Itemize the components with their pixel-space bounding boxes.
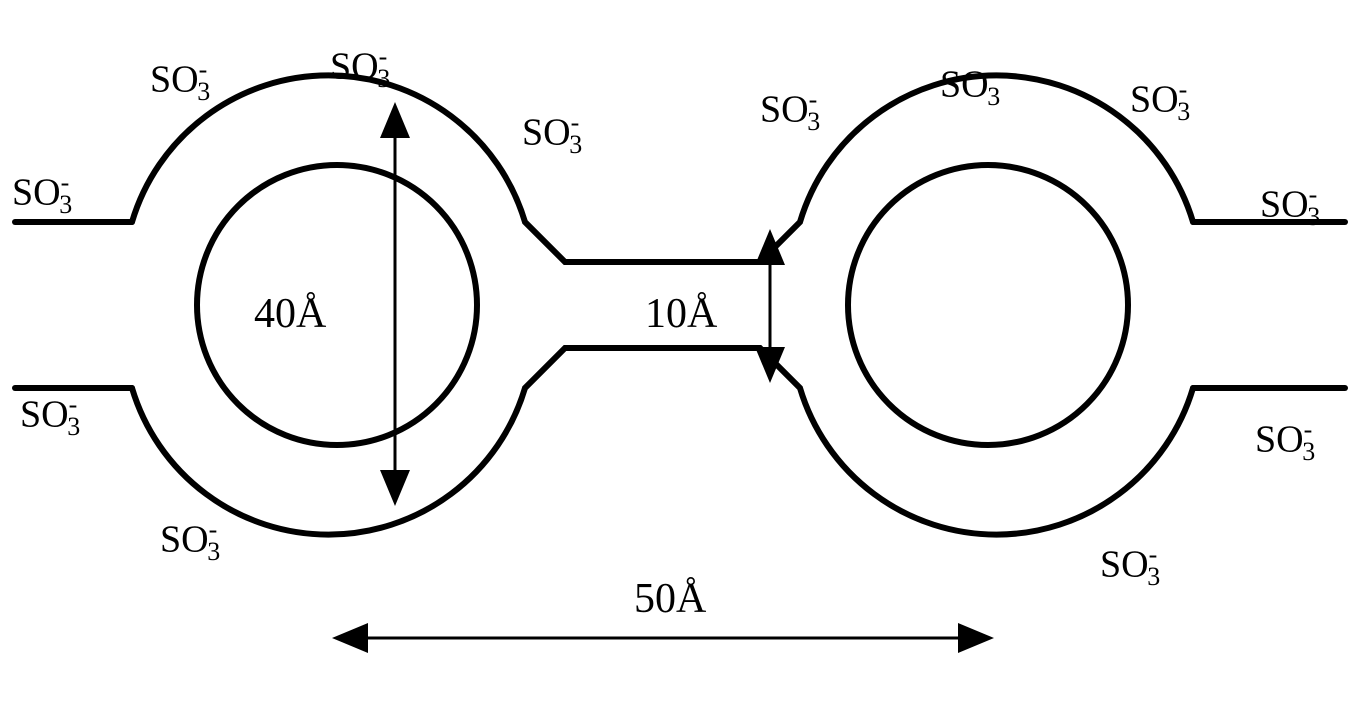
- so3-label: SO-3: [12, 168, 72, 220]
- so3-label: SO-3: [522, 108, 582, 160]
- so3-label: SO-3: [1255, 415, 1315, 467]
- measure-50: 50Å: [634, 575, 706, 623]
- right-inner-circle: [848, 165, 1128, 445]
- so3-label: SO-3: [760, 85, 820, 137]
- so3-label: SO-3: [1100, 540, 1160, 592]
- so3-label: SO-3: [940, 60, 1000, 112]
- so3-label: SO-3: [160, 515, 220, 567]
- so3-label: SO-3: [150, 55, 210, 107]
- so3-label: SO-3: [20, 390, 80, 442]
- so3-label: SO-3: [1260, 180, 1320, 232]
- so3-label: SO-3: [330, 42, 390, 94]
- measure-10: 10Å: [645, 290, 717, 338]
- left-inner-circle: [197, 165, 477, 445]
- so3-label: SO-3: [1130, 75, 1190, 127]
- measure-40: 40Å: [254, 290, 326, 338]
